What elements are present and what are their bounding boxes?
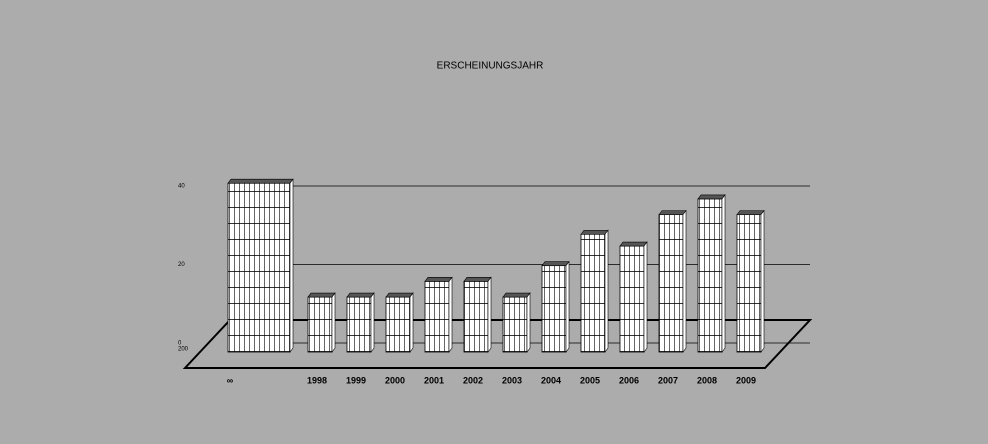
bar-top (346, 292, 375, 298)
bar-side (448, 276, 453, 353)
chart-title: ERSCHEINUNGSJAHR (437, 61, 544, 72)
bar-top (227, 178, 294, 184)
x-tick-label: 2007 (658, 375, 678, 385)
bar-side (682, 209, 687, 353)
bar (541, 265, 567, 353)
x-tick-label: 2009 (736, 375, 756, 385)
bar-side (289, 178, 294, 353)
bar (619, 245, 645, 353)
bar-side (721, 194, 726, 353)
x-tick-label: 2002 (463, 375, 483, 385)
x-tick-label: ∞ (227, 375, 234, 385)
bar (502, 296, 528, 353)
bar-side (604, 229, 609, 353)
bar (658, 214, 684, 353)
bar-top (697, 194, 726, 200)
x-tick-label: 1999 (346, 375, 366, 385)
bar-side (643, 241, 648, 353)
bar-top (736, 210, 765, 215)
x-tick-label: 2003 (502, 375, 522, 385)
bar-side (526, 292, 531, 353)
bar-side (409, 292, 414, 353)
bar (227, 182, 291, 353)
bar-top (541, 261, 570, 266)
y-tick-label: 40 (178, 184, 185, 190)
bar (580, 233, 606, 353)
bar-top (385, 292, 414, 298)
bar (697, 198, 723, 353)
bar (463, 280, 489, 353)
bar-top (658, 210, 687, 215)
bar-side (760, 209, 765, 353)
bar-top (463, 277, 492, 282)
bar (424, 280, 450, 353)
y-tick-label: 20 (178, 262, 185, 268)
x-tick-label: 2004 (541, 375, 561, 385)
bar-side (487, 276, 492, 353)
annotation: 200 (178, 347, 189, 353)
bar-top (502, 292, 531, 298)
bar (307, 296, 333, 353)
bar-side (370, 292, 375, 353)
bar-top (580, 229, 609, 235)
bar-top (307, 292, 336, 298)
x-tick-label: 2005 (580, 375, 600, 385)
bar-top (619, 241, 648, 247)
x-tick-label: 2006 (619, 375, 639, 385)
x-tick-label: 1998 (307, 375, 327, 385)
bar-top (424, 277, 453, 282)
y-tick-label: 0 (178, 341, 182, 347)
x-tick-label: 2000 (385, 375, 405, 385)
bar (385, 296, 411, 353)
x-tick-label: 2001 (424, 375, 444, 385)
bar (346, 296, 372, 353)
floor (182, 319, 813, 369)
x-tick-label: 2008 (697, 375, 717, 385)
bar (736, 214, 762, 353)
bar-side (565, 260, 570, 353)
bar-side (331, 292, 336, 353)
